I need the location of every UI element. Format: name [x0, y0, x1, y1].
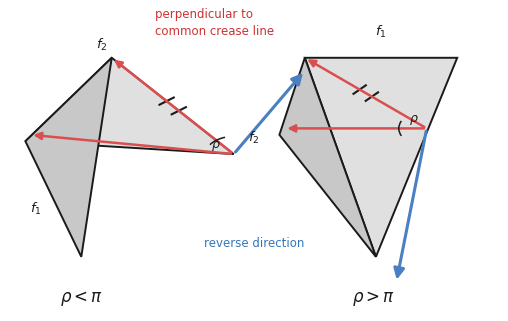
Text: $f_1$: $f_1$ [30, 201, 41, 217]
Text: $\rho > \pi$: $\rho > \pi$ [352, 289, 395, 308]
Polygon shape [305, 58, 457, 257]
Text: $f_2$: $f_2$ [96, 37, 107, 53]
Text: $f_1$: $f_1$ [375, 24, 387, 40]
Polygon shape [279, 58, 376, 257]
Text: perpendicular to
common crease line: perpendicular to common crease line [155, 8, 274, 38]
Text: $\rho < \pi$: $\rho < \pi$ [59, 289, 103, 308]
Text: $f_2$: $f_2$ [248, 130, 260, 146]
Text: reverse direction: reverse direction [204, 238, 304, 250]
Text: $\rho$: $\rho$ [409, 113, 419, 127]
Polygon shape [25, 58, 112, 257]
Text: $\rho$: $\rho$ [211, 139, 221, 153]
Polygon shape [25, 58, 234, 154]
